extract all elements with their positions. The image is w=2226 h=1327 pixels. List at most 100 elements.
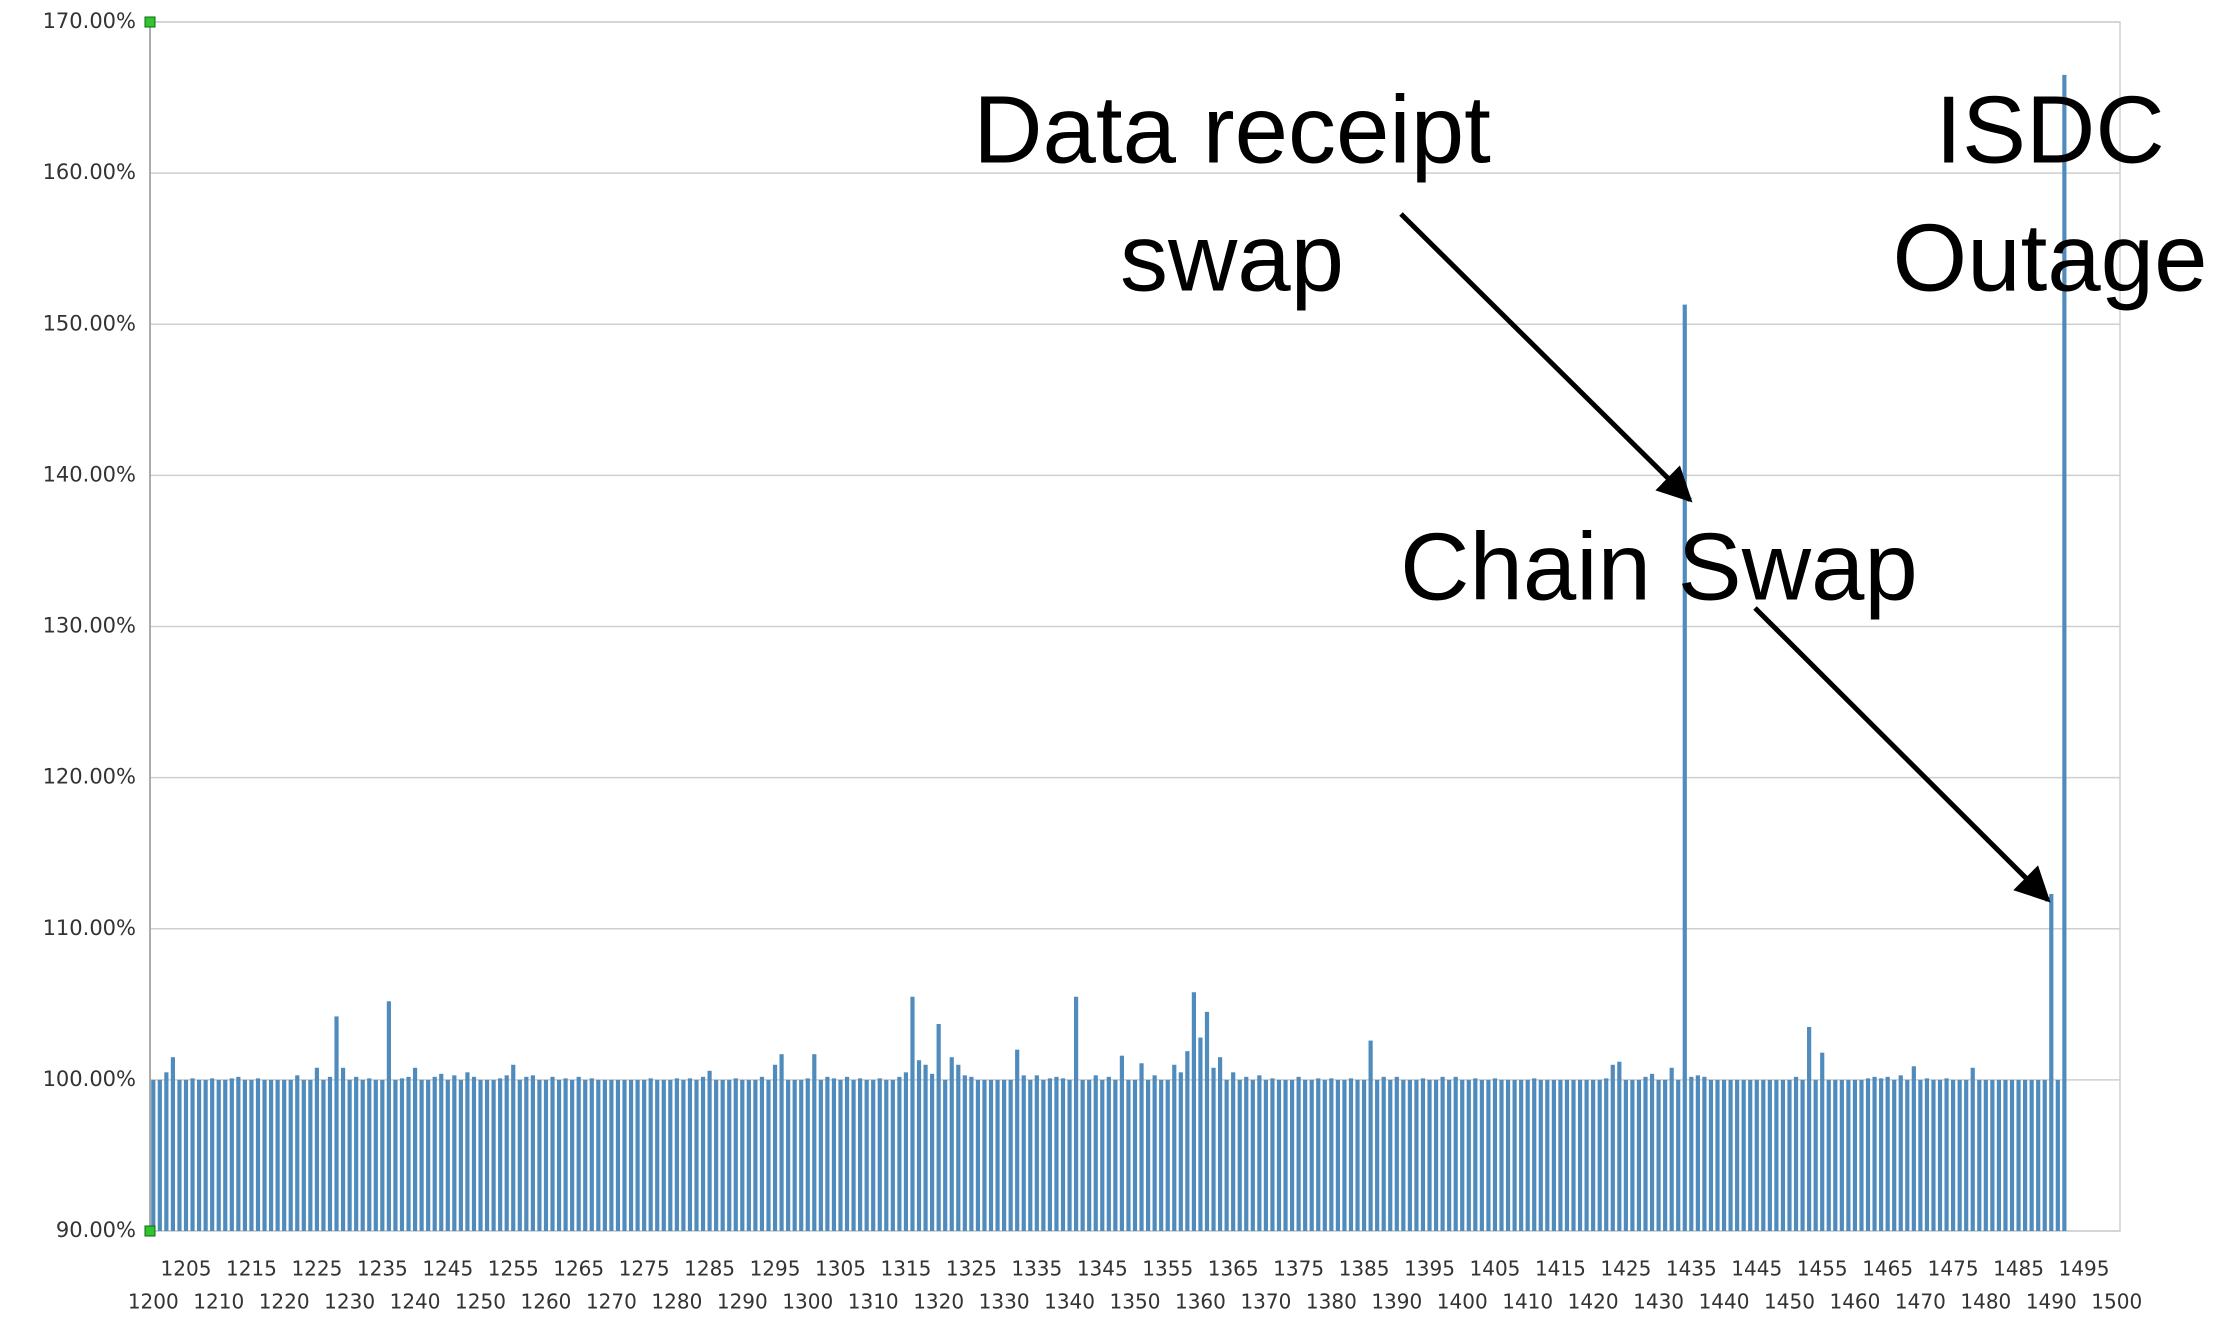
bar xyxy=(1479,1079,1484,1231)
x-tick-label: 1270 xyxy=(586,1290,637,1314)
arrow xyxy=(1399,212,1693,503)
bar xyxy=(471,1076,477,1231)
x-tick-label: 1480 xyxy=(1960,1290,2011,1314)
bar xyxy=(275,1079,280,1231)
bar xyxy=(1898,1075,1903,1231)
bar xyxy=(962,1075,967,1231)
bar xyxy=(1263,1079,1268,1231)
bar xyxy=(1074,996,1079,1231)
bar xyxy=(236,1076,241,1231)
bar xyxy=(151,1079,156,1231)
bar xyxy=(183,1079,189,1231)
bar xyxy=(1257,1075,1262,1231)
bar xyxy=(1270,1078,1275,1231)
bar xyxy=(615,1079,621,1231)
bar xyxy=(727,1079,732,1231)
x-tick-label: 1305 xyxy=(815,1257,866,1281)
x-tick-label: 1230 xyxy=(324,1290,375,1314)
bar xyxy=(1905,1079,1910,1231)
y-tick-label: 90.00% xyxy=(56,1218,136,1242)
bar xyxy=(1957,1079,1962,1231)
bar xyxy=(1466,1079,1471,1231)
bar xyxy=(897,1076,902,1231)
bar xyxy=(216,1079,221,1231)
x-tick-label: 1275 xyxy=(619,1257,670,1281)
x-tick-label: 1255 xyxy=(488,1257,539,1281)
bar xyxy=(956,1064,961,1231)
bar xyxy=(1244,1076,1249,1231)
bar xyxy=(700,1076,706,1231)
bar xyxy=(1977,1079,1982,1231)
x-tick-label: 1285 xyxy=(684,1257,735,1281)
bar xyxy=(910,996,915,1231)
bar xyxy=(1407,1079,1412,1231)
x-tick-label: 1465 xyxy=(1862,1257,1913,1281)
bar xyxy=(1139,1063,1144,1231)
bar xyxy=(1767,1079,1772,1231)
bar xyxy=(412,1067,418,1231)
bar xyxy=(1067,1079,1072,1231)
bar xyxy=(1309,1079,1314,1231)
bar xyxy=(1676,1079,1681,1231)
bars xyxy=(151,74,2067,1231)
bar xyxy=(1571,1079,1576,1231)
bar xyxy=(1525,1079,1530,1231)
bar xyxy=(190,1078,195,1231)
x-tick-label: 1325 xyxy=(946,1257,997,1281)
bar xyxy=(334,1016,339,1231)
y-tick-label: 100.00% xyxy=(43,1067,136,1091)
bar xyxy=(1093,1075,1098,1231)
bar xyxy=(210,1078,215,1231)
bar xyxy=(203,1079,208,1231)
bar xyxy=(1505,1079,1511,1231)
x-tick-label: 1445 xyxy=(1731,1257,1782,1281)
x-tick-label: 1205 xyxy=(161,1257,212,1281)
bar xyxy=(1152,1075,1157,1231)
bar xyxy=(1316,1078,1321,1231)
x-tick-label: 1250 xyxy=(455,1290,506,1314)
bar xyxy=(1564,1079,1570,1231)
bar xyxy=(858,1078,863,1231)
bar xyxy=(786,1079,791,1231)
bar xyxy=(1008,1079,1013,1231)
y-tick-label: 110.00% xyxy=(43,916,136,940)
x-tick-label: 1415 xyxy=(1535,1257,1586,1281)
bar xyxy=(844,1076,850,1231)
bar xyxy=(1237,1079,1242,1231)
x-tick-label: 1280 xyxy=(651,1290,702,1314)
bar xyxy=(1499,1079,1504,1231)
bar xyxy=(399,1078,405,1231)
bar xyxy=(1715,1079,1720,1231)
bar xyxy=(327,1076,333,1231)
x-tick-label: 1265 xyxy=(553,1257,604,1281)
x-tick-label: 1295 xyxy=(750,1257,801,1281)
bar xyxy=(995,1079,1000,1231)
bar xyxy=(714,1079,719,1231)
y-tick-label: 160.00% xyxy=(43,160,136,184)
x-tick-label: 1390 xyxy=(1371,1290,1422,1314)
bar xyxy=(1879,1078,1884,1231)
x-tick-label: 1485 xyxy=(1993,1257,2044,1281)
bar xyxy=(1826,1079,1831,1231)
bar xyxy=(969,1076,974,1231)
bar xyxy=(2029,1079,2034,1231)
bar xyxy=(799,1079,804,1231)
x-tick-label: 1245 xyxy=(422,1257,473,1281)
y-tick-label: 150.00% xyxy=(43,311,136,335)
bar xyxy=(1656,1079,1661,1231)
x-tick-label: 1460 xyxy=(1829,1290,1880,1314)
bar xyxy=(975,1079,981,1231)
bar xyxy=(1034,1075,1039,1231)
bar xyxy=(1990,1079,1995,1231)
bar xyxy=(1859,1079,1864,1231)
bar xyxy=(1159,1079,1164,1231)
bar xyxy=(406,1076,411,1231)
bar xyxy=(1787,1079,1792,1231)
bar xyxy=(1584,1079,1589,1231)
x-tick-label: 1440 xyxy=(1699,1290,1750,1314)
x-tick-label: 1350 xyxy=(1110,1290,1161,1314)
bar xyxy=(1774,1079,1779,1231)
bar xyxy=(792,1079,797,1231)
bar xyxy=(314,1067,319,1231)
